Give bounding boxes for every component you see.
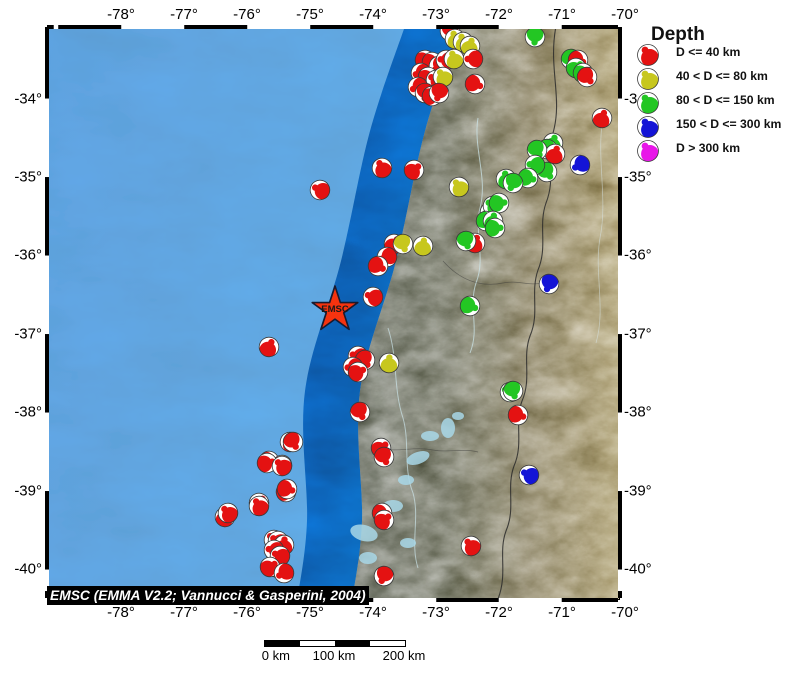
svg-text:EMSC: EMSC [321,304,349,315]
